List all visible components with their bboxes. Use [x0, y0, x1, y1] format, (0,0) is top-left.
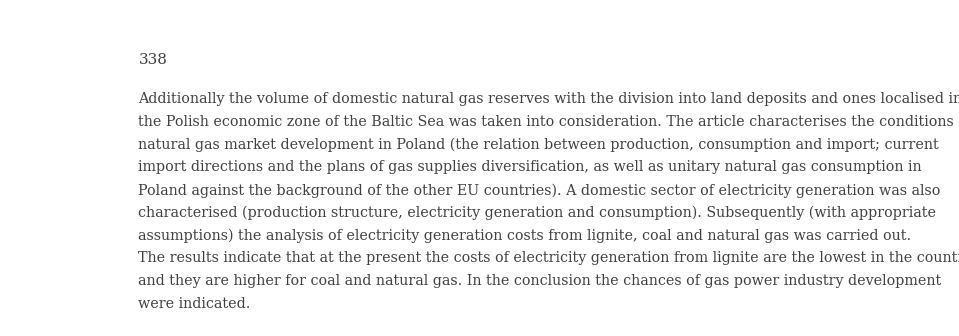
Text: assumptions) the analysis of electricity generation costs from lignite, coal and: assumptions) the analysis of electricity… — [138, 229, 912, 243]
Text: 338: 338 — [138, 53, 167, 67]
Text: import directions and the plans of gas supplies diversification, as well as unit: import directions and the plans of gas s… — [138, 160, 923, 174]
Text: the Polish economic zone of the Baltic Sea was taken into consideration. The art: the Polish economic zone of the Baltic S… — [138, 115, 959, 129]
Text: Poland against the background of the other EU countries). A domestic sector of e: Poland against the background of the oth… — [138, 183, 941, 198]
Text: characterised (production structure, electricity generation and consumption). Su: characterised (production structure, ele… — [138, 206, 936, 220]
Text: Additionally the volume of domestic natural gas reserves with the division into : Additionally the volume of domestic natu… — [138, 92, 959, 106]
Text: natural gas market development in Poland (the relation between production, consu: natural gas market development in Poland… — [138, 138, 939, 152]
Text: and they are higher for coal and natural gas. In the conclusion the chances of g: and they are higher for coal and natural… — [138, 274, 942, 288]
Text: The results indicate that at the present the costs of electricity generation fro: The results indicate that at the present… — [138, 251, 959, 265]
Text: were indicated.: were indicated. — [138, 297, 251, 311]
